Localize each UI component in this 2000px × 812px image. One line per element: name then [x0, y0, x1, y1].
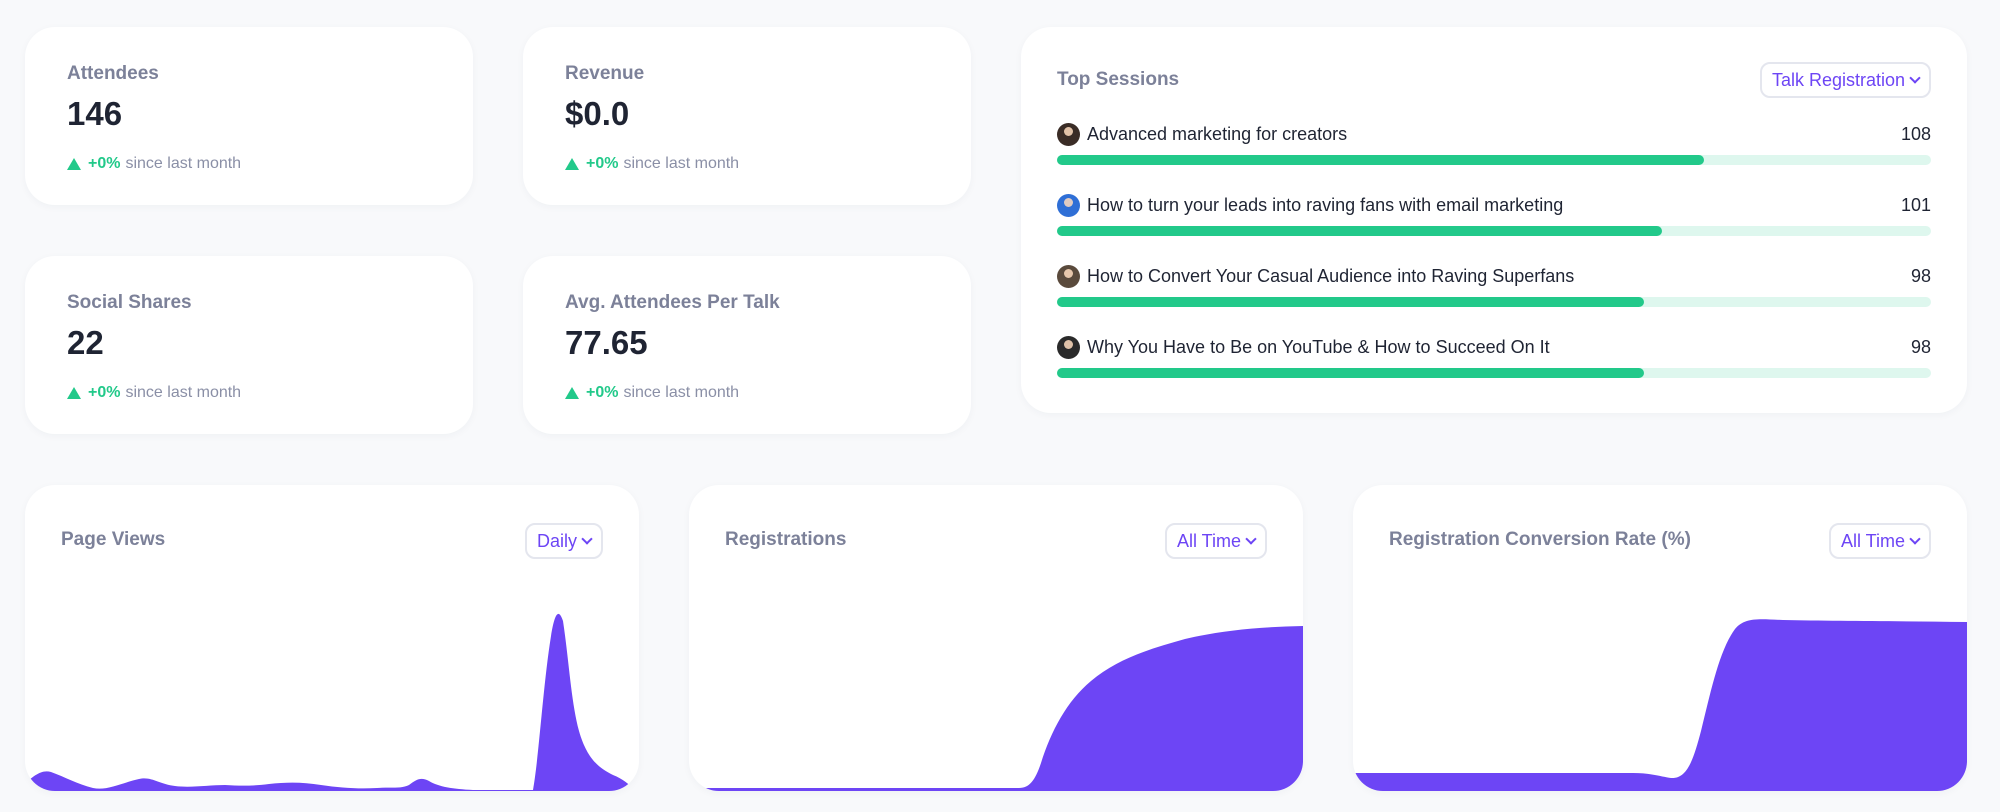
chevron-down-icon [581, 533, 593, 545]
top-sessions-title: Top Sessions [1057, 69, 1180, 90]
session-progress-track [1057, 297, 1931, 307]
conversion-rate-area [1353, 619, 1967, 791]
conversion-rate-card: Registration Conversion Rate (%) All Tim… [1353, 485, 1967, 791]
stat-value: 77.65 [565, 324, 648, 361]
stat-card-social-shares: Social Shares 22 +0% since last month [25, 256, 473, 434]
stat-change: +0% since last month [67, 384, 241, 402]
stat-change-since: since last month [623, 384, 740, 401]
conversion-rate-title: Registration Conversion Rate (%) [1389, 529, 1691, 550]
session-progress-fill [1057, 155, 1704, 165]
dropdown-label: Talk Registration [1771, 69, 1905, 90]
chevron-down-icon [1909, 72, 1921, 84]
avatar [1057, 264, 1080, 288]
avatar [1057, 193, 1080, 217]
stat-value: 22 [67, 324, 104, 361]
stat-change-percent: +0% [88, 384, 121, 401]
triangle-up-icon [565, 387, 579, 399]
stat-card-avg-attendees: Avg. Attendees Per Talk 77.65 +0% since … [523, 256, 971, 434]
stat-change-since: since last month [623, 155, 740, 172]
stat-card-attendees: Attendees 146 +0% since last month [25, 27, 473, 205]
avatar [1057, 122, 1080, 146]
session-name: Why You Have to Be on YouTube & How to S… [1087, 336, 1550, 357]
session-name: How to turn your leads into raving fans … [1087, 194, 1564, 215]
session-progress-track [1057, 368, 1931, 378]
session-name: How to Convert Your Casual Audience into… [1087, 265, 1575, 286]
stat-label: Revenue [565, 63, 645, 84]
dropdown-label: All Time [1840, 530, 1905, 551]
page-views-title: Page Views [61, 529, 166, 550]
page-views-area-chart [25, 613, 635, 791]
stat-label: Social Shares [67, 292, 192, 313]
triangle-up-icon [67, 158, 81, 170]
stat-change: +0% since last month [565, 384, 739, 402]
stat-change: +0% since last month [67, 155, 241, 173]
stat-change-percent: +0% [88, 155, 121, 172]
session-item[interactable]: Why You Have to Be on YouTube & How to S… [1057, 334, 1931, 384]
page-views-period-dropdown[interactable]: Daily [524, 523, 603, 559]
stat-change-since: since last month [125, 155, 242, 172]
registrations-area-chart [689, 626, 1303, 791]
stat-value: 146 [67, 95, 123, 132]
dropdown-label: Daily [536, 530, 577, 551]
stat-change-percent: +0% [586, 155, 619, 172]
session-progress-track [1057, 226, 1931, 236]
session-count: 98 [1910, 265, 1931, 286]
page-views-area [25, 613, 635, 791]
conversion-rate-period-dropdown[interactable]: All Time [1828, 523, 1931, 559]
page-views-card: Page Views Daily [25, 485, 639, 791]
session-progress-fill [1057, 226, 1662, 236]
stat-label: Avg. Attendees Per Talk [565, 292, 780, 313]
stat-card-revenue: Revenue $0.0 +0% since last month [523, 27, 971, 205]
stat-label: Attendees [67, 63, 159, 84]
dropdown-label: All Time [1176, 530, 1241, 551]
session-name: Advanced marketing for creators [1087, 123, 1348, 144]
triangle-up-icon [67, 387, 81, 399]
registrations-title: Registrations [725, 529, 847, 550]
registrations-period-dropdown[interactable]: All Time [1164, 523, 1267, 559]
top-sessions-card: Top Sessions Talk Registration Advanced … [1021, 27, 1967, 413]
registrations-card: Registrations All Time [689, 485, 1303, 791]
chevron-down-icon [1245, 533, 1257, 545]
session-item[interactable]: Advanced marketing for creators 108 [1057, 121, 1931, 171]
session-item[interactable]: How to turn your leads into raving fans … [1057, 192, 1931, 242]
chevron-down-icon [1909, 533, 1921, 545]
session-item[interactable]: How to Convert Your Casual Audience into… [1057, 263, 1931, 313]
registrations-area [689, 626, 1303, 791]
session-count: 108 [1900, 123, 1931, 144]
stat-change-percent: +0% [586, 384, 619, 401]
stat-value: $0.0 [565, 95, 630, 132]
session-progress-fill [1057, 297, 1644, 307]
stat-change: +0% since last month [565, 155, 739, 173]
session-count: 98 [1910, 336, 1931, 357]
avatar [1057, 335, 1080, 359]
session-progress-fill [1057, 368, 1644, 378]
conversion-rate-area-chart [1353, 619, 1967, 791]
stat-change-since: since last month [125, 384, 242, 401]
talk-registration-dropdown[interactable]: Talk Registration [1759, 62, 1931, 98]
session-count: 101 [1900, 194, 1931, 215]
session-progress-track [1057, 155, 1931, 165]
triangle-up-icon [565, 158, 579, 170]
